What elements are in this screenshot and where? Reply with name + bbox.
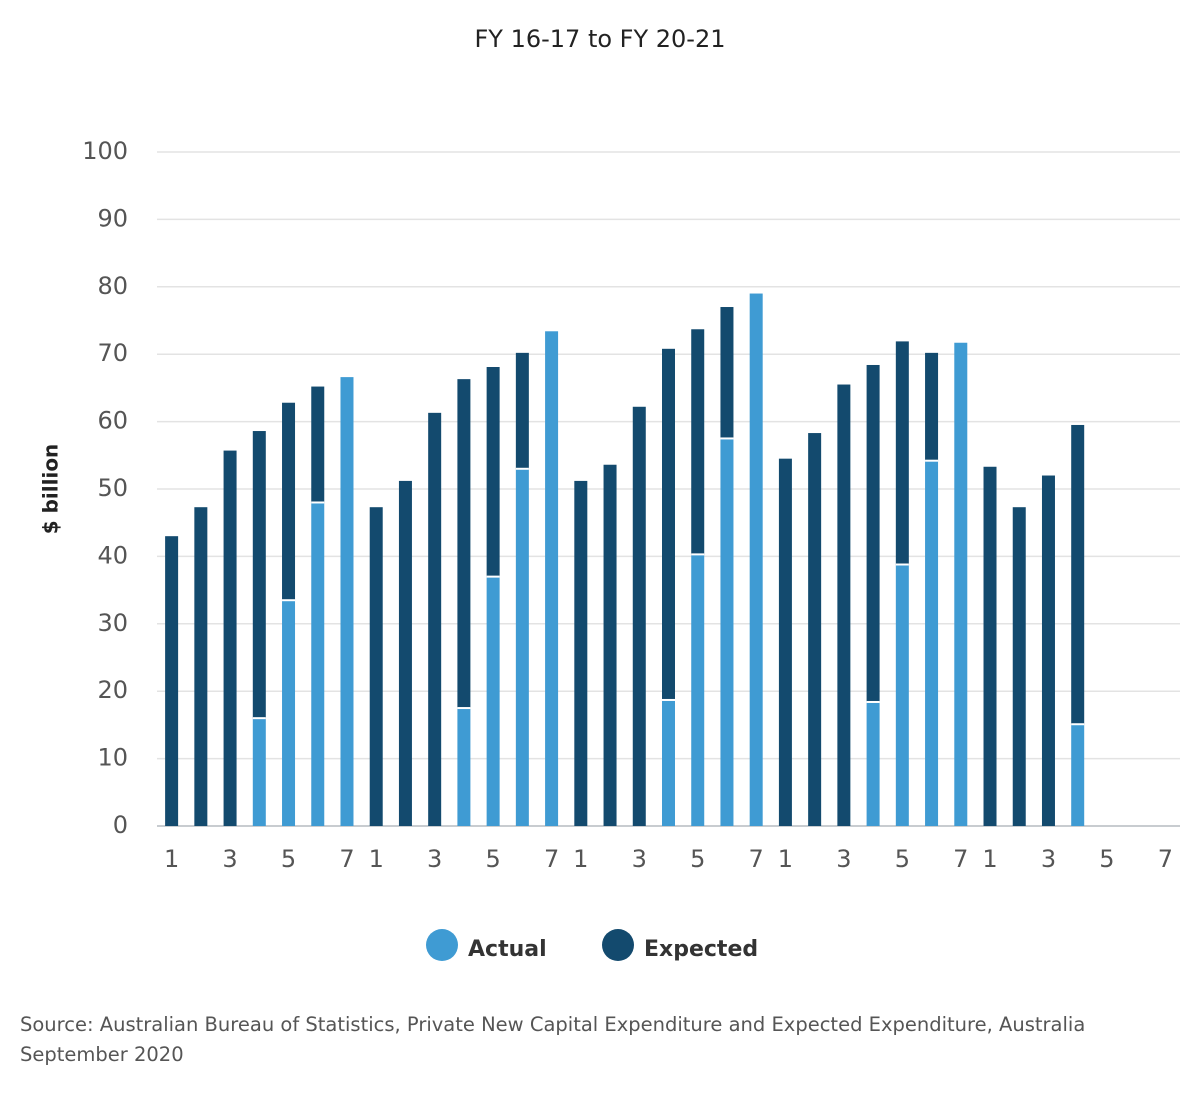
y-tick-label: 20: [97, 676, 128, 704]
x-tick-label: 5: [895, 845, 910, 873]
y-tick-label: 60: [97, 407, 128, 435]
x-tick-label: 1: [778, 845, 793, 873]
bar-segment: [457, 379, 471, 709]
x-tick-label: 7: [749, 845, 764, 873]
bar-segment: [223, 450, 237, 826]
y-tick-label: 80: [97, 272, 128, 300]
y-tick-label: 30: [97, 609, 128, 637]
bar-segment: [954, 342, 968, 826]
x-tick-label: 1: [369, 845, 384, 873]
y-tick-label: 90: [97, 204, 128, 232]
bar-segment: [925, 352, 939, 461]
bar-segment: [282, 600, 296, 826]
x-tick-label: 3: [427, 845, 442, 873]
x-tick-label: 7: [339, 845, 354, 873]
bar-segment: [720, 307, 734, 439]
bar-segment: [866, 701, 880, 826]
x-tick-label: 1: [164, 845, 179, 873]
legend-label: Expected: [644, 937, 758, 962]
bar-segment: [457, 708, 471, 826]
bar-segment: [340, 377, 354, 826]
bar-segment: [866, 364, 880, 702]
bar-segment: [691, 554, 705, 826]
bar-segment: [720, 438, 734, 826]
bar-segment: [662, 699, 675, 826]
chart: FY 16-17 to FY 20-21 $ billion 0 10 20 30 40…: [39, 25, 1180, 962]
legend-swatch: [602, 929, 634, 961]
x-tick-label: 7: [1158, 845, 1173, 873]
bar-segment: [662, 348, 675, 700]
bar-segment: [837, 384, 851, 826]
bar-segment: [603, 464, 617, 826]
bar-segment: [983, 466, 997, 826]
x-tick-label: 5: [1099, 845, 1114, 873]
y-tick-label: 10: [97, 744, 128, 772]
source-note: Source: Australian Bureau of Statistics,…: [20, 1013, 1086, 1066]
bar-segment: [895, 564, 909, 826]
bar-segment: [749, 293, 763, 826]
y-tick-label: 70: [97, 339, 128, 367]
x-tick-label: 3: [632, 845, 647, 873]
bar-segment: [252, 431, 266, 719]
bar-segment: [311, 502, 325, 826]
bar-segment: [925, 460, 939, 826]
x-tick-label: 7: [953, 845, 968, 873]
bar-segment: [574, 480, 588, 826]
y-axis-label: $ billion: [39, 444, 63, 535]
bar-segment: [252, 718, 266, 826]
bar-segment: [1041, 475, 1055, 826]
chart-title: FY 16-17 to FY 20-21: [474, 25, 725, 53]
x-tick-label: 5: [485, 845, 500, 873]
bar-segment: [778, 458, 792, 826]
x-tick-label: 3: [836, 845, 851, 873]
bar-segment: [632, 406, 646, 826]
y-tick-label: 50: [97, 474, 128, 502]
bar-segment: [691, 329, 705, 555]
x-tick-label: 1: [573, 845, 588, 873]
bar-segment: [282, 402, 296, 601]
x-tick-label: 3: [1041, 845, 1056, 873]
bar-segment: [428, 412, 442, 826]
x-tick-label: 3: [222, 845, 237, 873]
bar-segment: [1012, 507, 1026, 826]
x-tick-label: 5: [281, 845, 296, 873]
bar-segment: [545, 331, 559, 826]
bar-segment: [1071, 424, 1085, 725]
legend-swatch: [426, 929, 458, 961]
bar-segment: [165, 536, 179, 826]
bar-segment: [311, 386, 325, 503]
bar-segment: [895, 341, 909, 565]
y-tick-label: 0: [113, 811, 128, 839]
y-tick-label: 100: [82, 137, 128, 165]
bar-segment: [1071, 724, 1085, 826]
x-tick-label: 5: [690, 845, 705, 873]
bar-segment: [369, 507, 383, 826]
bar-segment: [398, 480, 412, 826]
y-tick-label: 40: [97, 541, 128, 569]
bar-segment: [486, 367, 500, 577]
legend-label: Actual: [468, 937, 547, 962]
bar-segment: [515, 352, 529, 469]
bar-segment: [486, 576, 500, 826]
x-tick-label: 1: [982, 845, 997, 873]
bar-segment: [515, 468, 529, 826]
bar-segment: [808, 433, 822, 826]
x-tick-label: 7: [544, 845, 559, 873]
bar-segment: [194, 507, 208, 826]
